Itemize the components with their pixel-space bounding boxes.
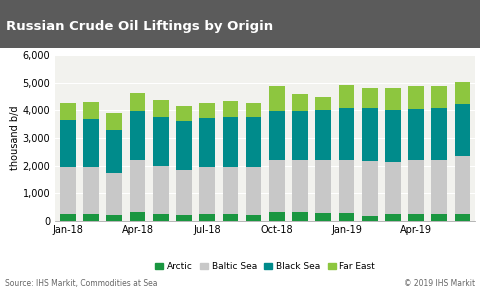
Bar <box>408 109 424 160</box>
Bar <box>269 86 285 111</box>
Bar <box>83 214 99 221</box>
Bar <box>107 130 122 173</box>
Bar <box>176 215 192 221</box>
Bar <box>432 214 447 221</box>
Bar <box>199 214 215 221</box>
Bar <box>60 167 76 214</box>
Text: Source: IHS Markit, Commodities at Sea: Source: IHS Markit, Commodities at Sea <box>5 279 157 288</box>
Bar <box>223 117 238 167</box>
Bar <box>315 160 331 213</box>
Bar <box>130 111 145 160</box>
Bar <box>432 86 447 108</box>
Bar <box>408 214 424 221</box>
Bar <box>292 94 308 111</box>
Bar <box>385 110 401 162</box>
Bar <box>292 111 308 160</box>
Bar <box>60 103 76 120</box>
Bar <box>338 213 354 221</box>
Bar <box>385 162 401 214</box>
Bar <box>199 118 215 167</box>
Bar <box>107 173 122 215</box>
Bar <box>338 85 354 108</box>
Bar <box>246 215 262 221</box>
Bar <box>269 160 285 212</box>
Bar <box>315 110 331 160</box>
Legend: Arctic, Baltic Sea, Black Sea, Far East: Arctic, Baltic Sea, Black Sea, Far East <box>156 262 375 271</box>
Bar <box>292 212 308 221</box>
Bar <box>338 108 354 160</box>
Bar <box>455 104 470 156</box>
Text: © 2019 IHS Markit: © 2019 IHS Markit <box>404 279 475 288</box>
Bar <box>107 113 122 130</box>
Bar <box>107 215 122 221</box>
Bar <box>455 82 470 104</box>
Text: Russian Crude Oil Liftings by Origin: Russian Crude Oil Liftings by Origin <box>6 20 273 33</box>
Bar <box>408 86 424 109</box>
Bar <box>338 160 354 213</box>
Bar <box>432 108 447 160</box>
Bar <box>362 88 377 108</box>
Bar <box>153 214 168 221</box>
Bar <box>223 214 238 221</box>
Bar <box>315 97 331 110</box>
Bar <box>153 166 168 214</box>
Bar <box>83 167 99 214</box>
Bar <box>292 160 308 212</box>
Bar <box>176 106 192 121</box>
Bar <box>385 88 401 110</box>
Y-axis label: thousand b/d: thousand b/d <box>10 106 20 170</box>
Bar <box>60 214 76 221</box>
Bar <box>455 156 470 214</box>
Bar <box>362 161 377 216</box>
Bar <box>246 117 262 167</box>
Bar <box>130 93 145 111</box>
Bar <box>83 102 99 119</box>
Bar <box>83 119 99 167</box>
Bar <box>60 120 76 167</box>
Bar <box>315 213 331 221</box>
Bar <box>130 212 145 221</box>
Bar <box>246 103 262 117</box>
Bar <box>199 103 215 118</box>
Bar <box>269 212 285 221</box>
Bar <box>153 117 168 166</box>
Bar <box>269 111 285 160</box>
Bar <box>153 100 168 117</box>
Bar <box>223 101 238 117</box>
Bar <box>362 108 377 161</box>
Bar <box>408 160 424 214</box>
Bar <box>130 160 145 212</box>
Bar <box>362 216 377 221</box>
Bar <box>385 214 401 221</box>
Bar <box>246 167 262 215</box>
Bar <box>199 167 215 214</box>
Bar <box>176 121 192 170</box>
Bar <box>176 170 192 215</box>
Bar <box>455 214 470 221</box>
Bar <box>432 160 447 214</box>
Bar <box>223 167 238 214</box>
